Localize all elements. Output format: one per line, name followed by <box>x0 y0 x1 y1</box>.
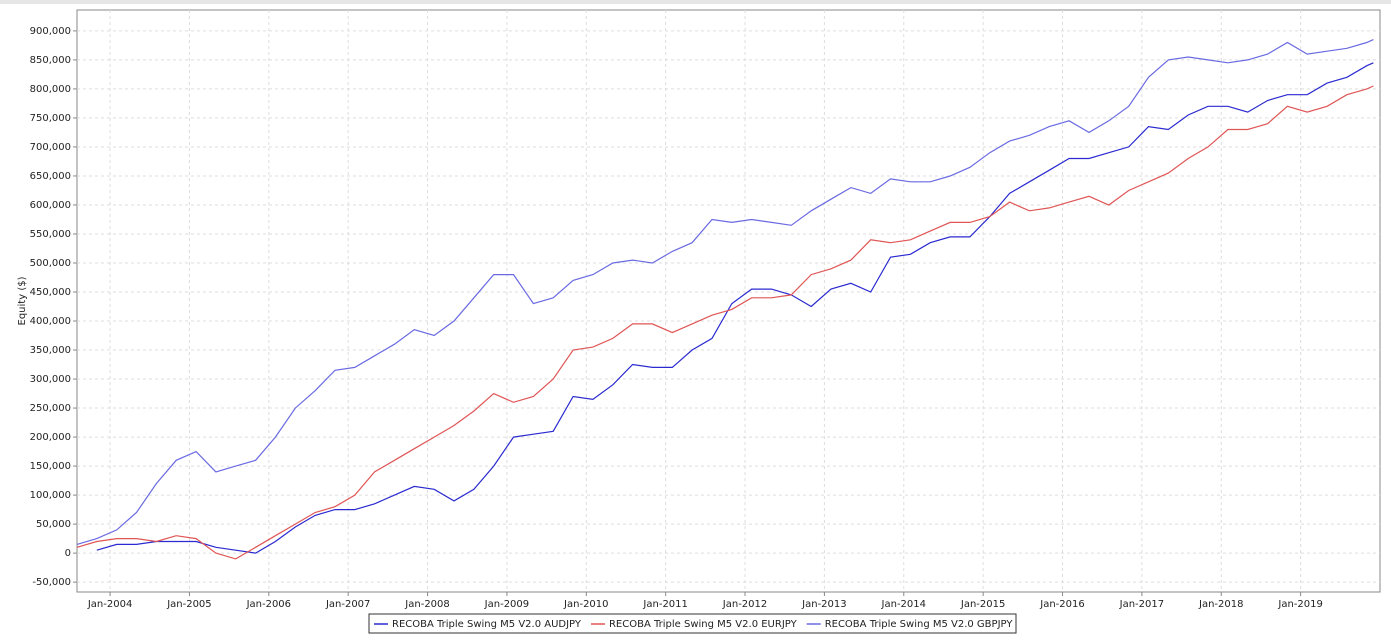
y-tick-label: 700,000 <box>30 142 71 153</box>
y-tick-label: 200,000 <box>30 432 71 443</box>
legend <box>368 613 1017 634</box>
y-tick-label: -50,000 <box>32 577 71 588</box>
x-tick-label: Jan-2009 <box>484 599 529 610</box>
x-tick-label: Jan-2011 <box>642 599 687 610</box>
x-tick-label: Jan-2008 <box>404 599 449 610</box>
series-line <box>76 39 1374 545</box>
y-tick-label: 600,000 <box>30 200 71 211</box>
y-tick-label: 450,000 <box>30 287 71 298</box>
y-tick-label: 800,000 <box>30 84 71 95</box>
legend-label: RECOBA Triple Swing M5 V2.0 AUDJPY <box>392 619 582 630</box>
x-tick-label: Jan-2016 <box>1039 599 1084 610</box>
y-tick-label: 300,000 <box>30 374 71 385</box>
y-tick-label: 650,000 <box>30 171 71 182</box>
legend-label: RECOBA Triple Swing M5 V2.0 GBPJPY <box>825 619 1014 630</box>
x-tick-label: Jan-2005 <box>166 599 211 610</box>
tab-strip <box>0 0 1391 4</box>
x-tick-label: Jan-2004 <box>87 599 132 610</box>
series-line <box>76 85 1374 560</box>
y-tick-label: 350,000 <box>30 345 71 356</box>
y-tick-label: 0 <box>65 548 71 559</box>
x-tick-label: Jan-2014 <box>881 599 926 610</box>
y-tick-label: 900,000 <box>30 26 71 37</box>
y-tick-label: 550,000 <box>30 229 71 240</box>
y-tick-label: 500,000 <box>30 258 71 269</box>
y-tick-label: 750,000 <box>30 113 71 124</box>
x-tick-label: Jan-2019 <box>1277 599 1322 610</box>
series-line <box>96 62 1374 554</box>
x-tick-label: Jan-2015 <box>960 599 1005 610</box>
x-tick-label: Jan-2006 <box>246 599 291 610</box>
y-tick-label: 250,000 <box>30 403 71 414</box>
legend-label: RECOBA Triple Swing M5 V2.0 EURJPY <box>609 619 798 630</box>
y-tick-label: 850,000 <box>30 55 71 66</box>
x-tick-label: Jan-2007 <box>325 599 370 610</box>
y-tick-label: 400,000 <box>30 316 71 327</box>
y-tick-label: 100,000 <box>30 490 71 501</box>
y-tick-label: 50,000 <box>36 519 71 530</box>
x-tick-label: Jan-2017 <box>1119 599 1164 610</box>
x-tick-label: Jan-2018 <box>1198 599 1243 610</box>
y-axis-label: Equity ($) <box>17 276 28 325</box>
x-tick-label: Jan-2013 <box>801 599 846 610</box>
y-tick-label: 150,000 <box>30 461 71 472</box>
plot-area <box>76 9 1381 593</box>
x-tick-label: Jan-2010 <box>563 599 608 610</box>
x-tick-label: Jan-2012 <box>722 599 767 610</box>
